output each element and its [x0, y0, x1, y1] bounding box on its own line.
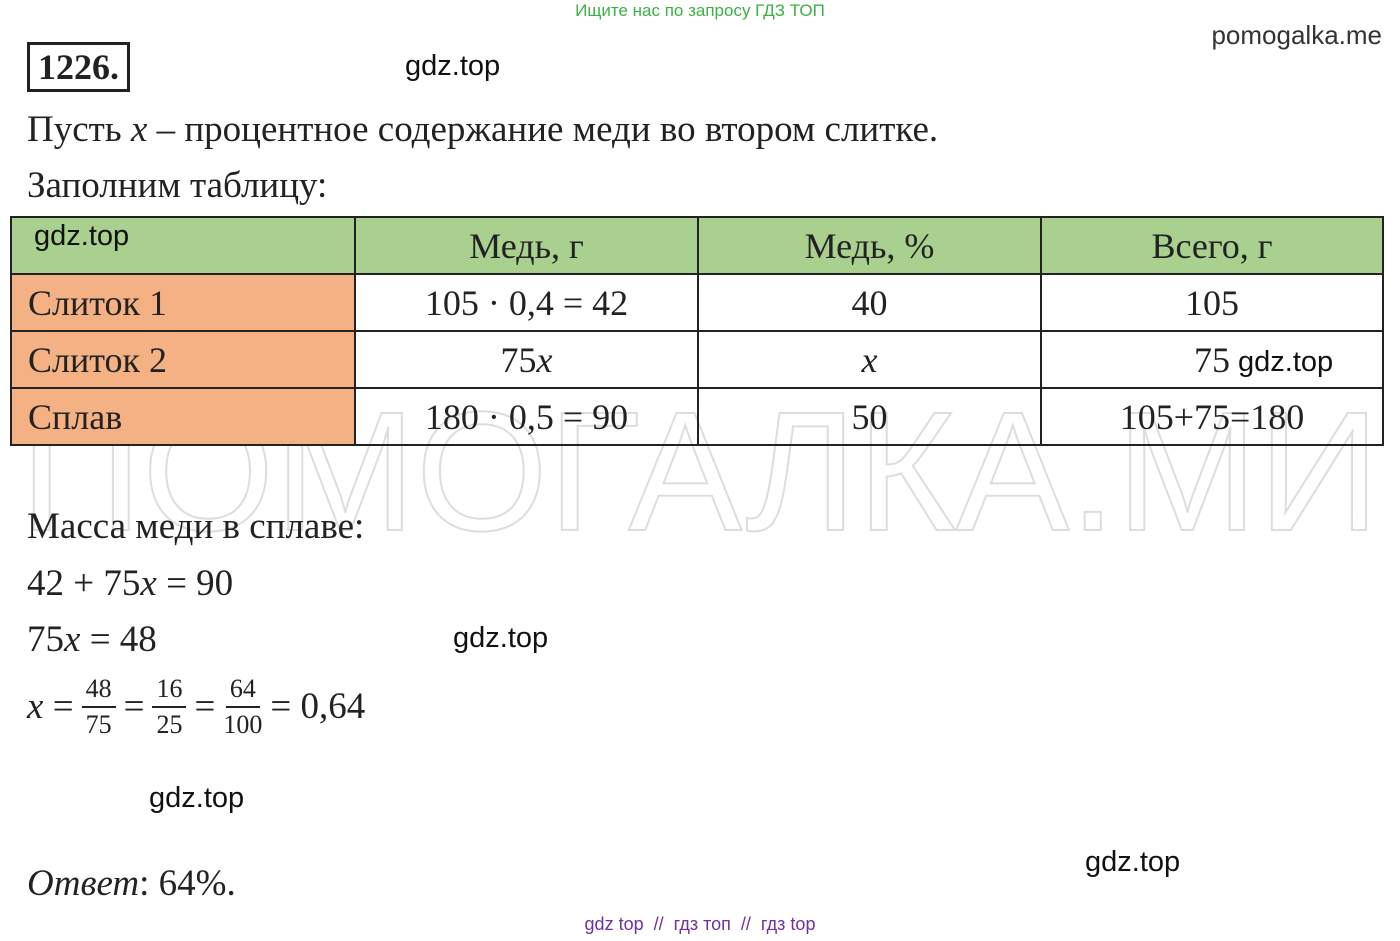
equation: 75x = 48: [27, 619, 157, 660]
cell: 75x: [354, 330, 699, 389]
row-header: Слиток 1: [10, 273, 356, 332]
stamp: gdz.top: [1238, 346, 1334, 378]
intro: Пусть x – процентное содержание меди во …: [27, 108, 938, 151]
cell: 105 · 0,4 = 42: [354, 273, 699, 332]
stamp: gdz.top: [453, 622, 549, 654]
stamp: gdz.top: [405, 50, 501, 82]
fraction: 16 25: [152, 672, 187, 742]
row: Слиток 1 105 · 0,4 = 42 40 105: [10, 273, 1384, 332]
task-number: 1226.: [27, 42, 130, 92]
fraction: 64 100: [223, 672, 262, 742]
answer-label: Ответ: [27, 863, 140, 904]
header-cell: Всего, г: [1040, 216, 1384, 275]
mass-label: Масса меди в сплаве:: [27, 506, 365, 547]
result: 0,64: [300, 686, 366, 728]
header-row: gdz.top Медь, г Медь, % Всего, г: [10, 216, 1384, 275]
solution: x = 48 75 = 16 25 = 64 100 = 0,64: [27, 672, 365, 742]
eq: =: [123, 686, 145, 728]
cell-wrap: 75 gdz.top: [1040, 330, 1384, 389]
eq: =: [270, 686, 292, 728]
banner: Ищите нас по запросу ГДЗ ТОП: [575, 1, 825, 20]
row: Слиток 2 75x x 75 gdz.top: [10, 330, 1384, 389]
text: Пусть: [27, 109, 131, 150]
eq: =: [194, 686, 216, 728]
variable: x: [130, 109, 148, 150]
cell: 105: [1040, 273, 1384, 332]
header-cell: Медь, г: [354, 216, 699, 275]
variable: x: [27, 686, 44, 728]
answer-text: : 64%.: [139, 863, 236, 904]
header-cell: Медь, %: [697, 216, 1042, 275]
row-header: Сплав: [10, 387, 356, 446]
fill-table: Заполним таблицу:: [27, 165, 328, 206]
denominator: 100: [223, 709, 263, 739]
denominator: 25: [156, 709, 183, 739]
denominator: 75: [85, 709, 112, 739]
eq: =: [52, 686, 74, 728]
equation: 42 + 75x = 90: [27, 563, 234, 604]
stamp: gdz.top: [34, 220, 130, 252]
numerator: 16: [152, 672, 187, 708]
cell: 75: [1194, 339, 1230, 380]
fraction: 48 75: [81, 672, 116, 742]
row: Сплав 180 · 0,5 = 90 50 105+75=180: [10, 387, 1384, 446]
cell: 50: [697, 387, 1042, 446]
cell: 105+75=180: [1040, 387, 1384, 446]
table: gdz.top Медь, г Медь, % Всего, г Слиток …: [10, 216, 1384, 446]
stamp: gdz.top: [1085, 846, 1181, 878]
text: – процентное содержание меди во втором с…: [147, 109, 939, 150]
cell: 180 · 0,5 = 90: [354, 387, 699, 446]
stamp: gdz.top: [149, 782, 245, 814]
row-header: Слиток 2: [10, 330, 356, 389]
numerator: 48: [81, 672, 116, 708]
site: pomogalka.me: [1211, 20, 1382, 50]
numerator: 64: [225, 672, 260, 708]
corner-cell: gdz.top: [10, 216, 356, 275]
answer: Ответ: 64%.: [27, 862, 236, 905]
cell: 40: [697, 273, 1042, 332]
cell: x: [697, 330, 1042, 389]
footer: gdz top // гдз топ // гдз top: [584, 914, 816, 934]
